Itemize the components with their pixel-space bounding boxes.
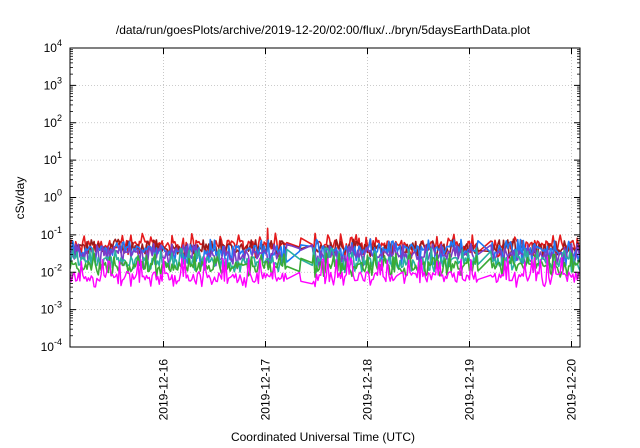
series-line-5 [70, 252, 580, 278]
y-tick-label: 102 [44, 113, 62, 130]
x-tick-label: 2019-12-19 [463, 359, 477, 421]
x-tick-label: 2019-12-20 [565, 359, 579, 421]
grid-lines [70, 47, 580, 348]
series-line-6 [70, 256, 580, 288]
y-tick-label: 10-2 [41, 262, 62, 279]
y-tick-label: 103 [44, 75, 62, 92]
x-tick-label: 2019-12-18 [361, 359, 375, 421]
y-tick-label: 10-4 [41, 337, 62, 354]
y-tick-label: 10-3 [41, 300, 62, 317]
y-tick-label: 101 [44, 150, 62, 167]
x-axis: 2019-12-16 2019-12-17 2019-12-18 2019-12-19… [157, 48, 579, 420]
y-axis-label: cSv/day [13, 177, 27, 220]
y-tick-label: 10-1 [41, 225, 62, 242]
y-axis: 10-4 10-3 10-2 10-1 100 101 102 103 104 [41, 38, 580, 354]
y-tick-label: 104 [44, 38, 62, 55]
chart-title: /data/run/goesPlots/archive/2019-12-20/0… [116, 23, 531, 37]
y-tick-label: 100 [44, 188, 62, 205]
plot-area [70, 227, 580, 288]
x-tick-label: 2019-12-16 [157, 359, 171, 421]
x-tick-label: 2019-12-17 [259, 359, 273, 421]
x-axis-label: Coordinated Universal Time (UTC) [231, 430, 415, 444]
